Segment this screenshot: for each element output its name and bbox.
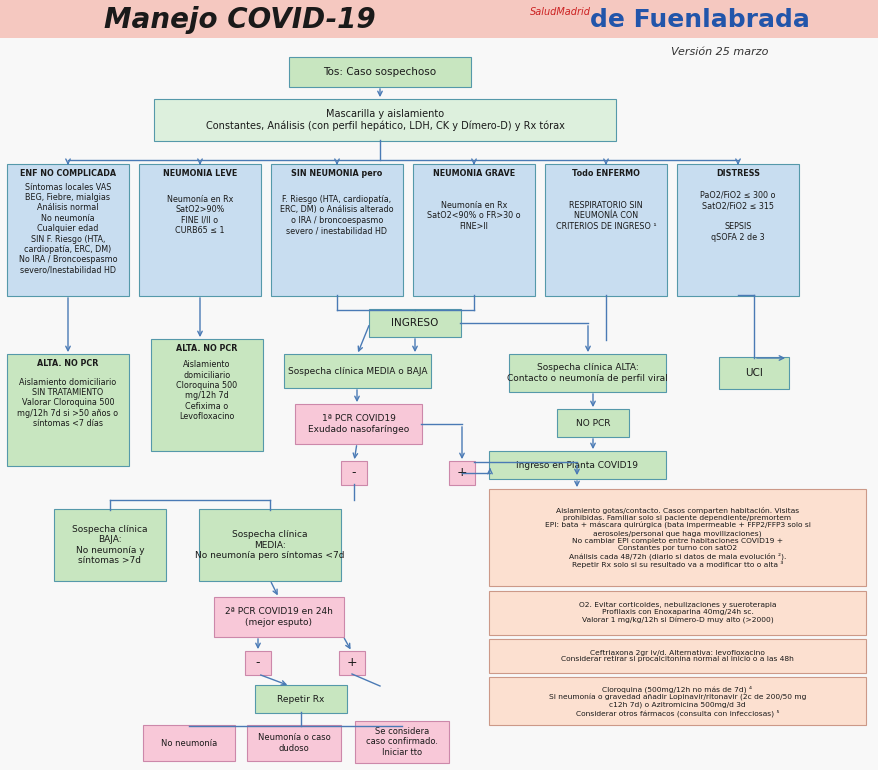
FancyBboxPatch shape — [488, 489, 865, 586]
FancyBboxPatch shape — [488, 677, 865, 725]
Text: NEUMONIA LEVE: NEUMONIA LEVE — [162, 169, 237, 178]
Text: Sospecha clínica
MEDIA:
No neumonía pero síntomas <7d: Sospecha clínica MEDIA: No neumonía pero… — [195, 530, 344, 560]
Text: DISTRESS: DISTRESS — [716, 169, 759, 178]
FancyBboxPatch shape — [544, 164, 666, 296]
Text: Sospecha clínica ALTA:
Contacto o neumonía de perfil viral: Sospecha clínica ALTA: Contacto o neumon… — [507, 363, 667, 383]
Text: RESPIRATORIO SIN
NEUMONÍA CON
CRITERIOS DE INGRESO ¹: RESPIRATORIO SIN NEUMONÍA CON CRITERIOS … — [555, 201, 656, 230]
Text: Todo ENFERMO: Todo ENFERMO — [572, 169, 639, 178]
FancyBboxPatch shape — [154, 99, 615, 141]
FancyBboxPatch shape — [413, 164, 535, 296]
FancyBboxPatch shape — [284, 354, 430, 388]
Text: Ceftriaxona 2gr iv/d. Alternativa: levofloxacino
Considerar retirar si procalcit: Ceftriaxona 2gr iv/d. Alternativa: levof… — [560, 650, 793, 662]
Text: Manejo COVID-19: Manejo COVID-19 — [104, 6, 376, 34]
Text: Cloroquina (500mg/12h no más de 7d) ⁴
Si neumonía o gravedad añadir Lopinavir/ri: Cloroquina (500mg/12h no más de 7d) ⁴ Si… — [548, 685, 805, 717]
FancyBboxPatch shape — [355, 721, 449, 763]
FancyBboxPatch shape — [289, 57, 471, 87]
Text: F. Riesgo (HTA, cardiopatía,
ERC, DM) o Análisis alterado
o IRA / broncoespasmo
: F. Riesgo (HTA, cardiopatía, ERC, DM) o … — [280, 195, 393, 235]
FancyBboxPatch shape — [270, 164, 402, 296]
Text: Sospecha clínica MEDIA o BAJA: Sospecha clínica MEDIA o BAJA — [287, 367, 427, 376]
Text: SIN NEUMONIA pero: SIN NEUMONIA pero — [291, 169, 382, 178]
FancyBboxPatch shape — [341, 461, 367, 485]
Text: 1ª PCR COVID19
Exudado nasofaríngeo: 1ª PCR COVID19 Exudado nasofaríngeo — [307, 414, 408, 434]
FancyBboxPatch shape — [676, 164, 798, 296]
Text: Síntomas locales VAS
BEG, Fiebre, mialgias
Análisis normal
No neumonía
Cualquier: Síntomas locales VAS BEG, Fiebre, mialgi… — [18, 182, 117, 275]
Text: PaO2/FiO2 ≤ 300 o
SatO2/FiO2 ≤ 315

SEPSIS
qSOFA 2 de 3: PaO2/FiO2 ≤ 300 o SatO2/FiO2 ≤ 315 SEPSI… — [700, 191, 775, 242]
FancyBboxPatch shape — [369, 309, 460, 337]
Text: -: - — [255, 657, 260, 669]
FancyBboxPatch shape — [508, 354, 666, 392]
Text: -: - — [351, 467, 356, 480]
FancyBboxPatch shape — [198, 509, 341, 581]
FancyBboxPatch shape — [7, 164, 129, 296]
Text: SaludMadrid: SaludMadrid — [529, 7, 590, 17]
Text: Aislamiento gotas/contacto. Casos comparten habitación. Visitas
prohibidas. Fami: Aislamiento gotas/contacto. Casos compar… — [544, 507, 810, 567]
Text: Versión 25 marzo: Versión 25 marzo — [671, 47, 768, 57]
Text: ALTA. NO PCR: ALTA. NO PCR — [176, 344, 237, 353]
Text: ALTA. NO PCR: ALTA. NO PCR — [37, 359, 98, 368]
FancyBboxPatch shape — [151, 339, 263, 451]
Text: UCI: UCI — [745, 368, 762, 378]
Text: No neumonía: No neumonía — [161, 738, 217, 748]
Text: Aislamiento
domiciliario
Cloroquina 500
mg/12h 7d
Cefixima o
Levofloxacino: Aislamiento domiciliario Cloroquina 500 … — [176, 360, 237, 421]
Text: Sospecha clínica
BAJA:
No neumonía y
síntomas >7d: Sospecha clínica BAJA: No neumonía y sín… — [72, 525, 148, 565]
Text: 2ª PCR COVID19 en 24h
(mejor esputo): 2ª PCR COVID19 en 24h (mejor esputo) — [225, 608, 333, 627]
Text: +: + — [457, 467, 467, 480]
Text: Ingreso en Planta COVID19: Ingreso en Planta COVID19 — [516, 460, 637, 470]
Text: +: + — [346, 657, 356, 669]
Text: Neumonía en Rx
SatO2>90%
FINE I/II o
CURB65 ≤ 1: Neumonía en Rx SatO2>90% FINE I/II o CUR… — [167, 195, 233, 235]
FancyBboxPatch shape — [245, 651, 270, 675]
FancyBboxPatch shape — [488, 591, 865, 635]
Text: Aislamiento domiciliario
SIN TRATAMIENTO
Valorar Cloroquina 500
mg/12h 7d si >50: Aislamiento domiciliario SIN TRATAMIENTO… — [18, 377, 119, 428]
Text: ENF NO COMPLICADA: ENF NO COMPLICADA — [20, 169, 116, 178]
FancyBboxPatch shape — [0, 0, 878, 38]
FancyBboxPatch shape — [339, 651, 364, 675]
FancyBboxPatch shape — [718, 357, 788, 389]
Text: de Fuenlabrada: de Fuenlabrada — [589, 8, 809, 32]
Text: O2. Evitar corticoides, nebulizaciones y sueroterapia
Profilaxis con Enoxaparina: O2. Evitar corticoides, nebulizaciones y… — [578, 602, 775, 624]
Text: NO PCR: NO PCR — [575, 419, 609, 427]
Text: Mascarilla y aislamiento
Constantes, Análisis (con perfil hepático, LDH, CK y Dí: Mascarilla y aislamiento Constantes, Aná… — [205, 109, 564, 131]
FancyBboxPatch shape — [488, 639, 865, 673]
Text: Se considera
caso confirmado.
Iniciar tto: Se considera caso confirmado. Iniciar tt… — [365, 727, 437, 757]
Text: Neumonía en Rx
SatO2<90% o FR>30 o
FINE>II: Neumonía en Rx SatO2<90% o FR>30 o FINE>… — [427, 201, 521, 230]
Text: Tos: Caso sospechoso: Tos: Caso sospechoso — [323, 67, 436, 77]
Text: NEUMONIA GRAVE: NEUMONIA GRAVE — [433, 169, 515, 178]
FancyBboxPatch shape — [488, 451, 666, 479]
FancyBboxPatch shape — [255, 685, 347, 713]
FancyBboxPatch shape — [295, 404, 421, 444]
Text: Repetir Rx: Repetir Rx — [277, 695, 324, 704]
FancyBboxPatch shape — [213, 597, 343, 637]
FancyBboxPatch shape — [449, 461, 474, 485]
FancyBboxPatch shape — [139, 164, 261, 296]
FancyBboxPatch shape — [7, 354, 129, 466]
FancyBboxPatch shape — [557, 409, 629, 437]
FancyBboxPatch shape — [54, 509, 166, 581]
Text: Neumonía o caso
dudoso: Neumonía o caso dudoso — [257, 733, 330, 753]
FancyBboxPatch shape — [143, 725, 234, 761]
FancyBboxPatch shape — [247, 725, 341, 761]
Text: INGRESO: INGRESO — [391, 318, 438, 328]
